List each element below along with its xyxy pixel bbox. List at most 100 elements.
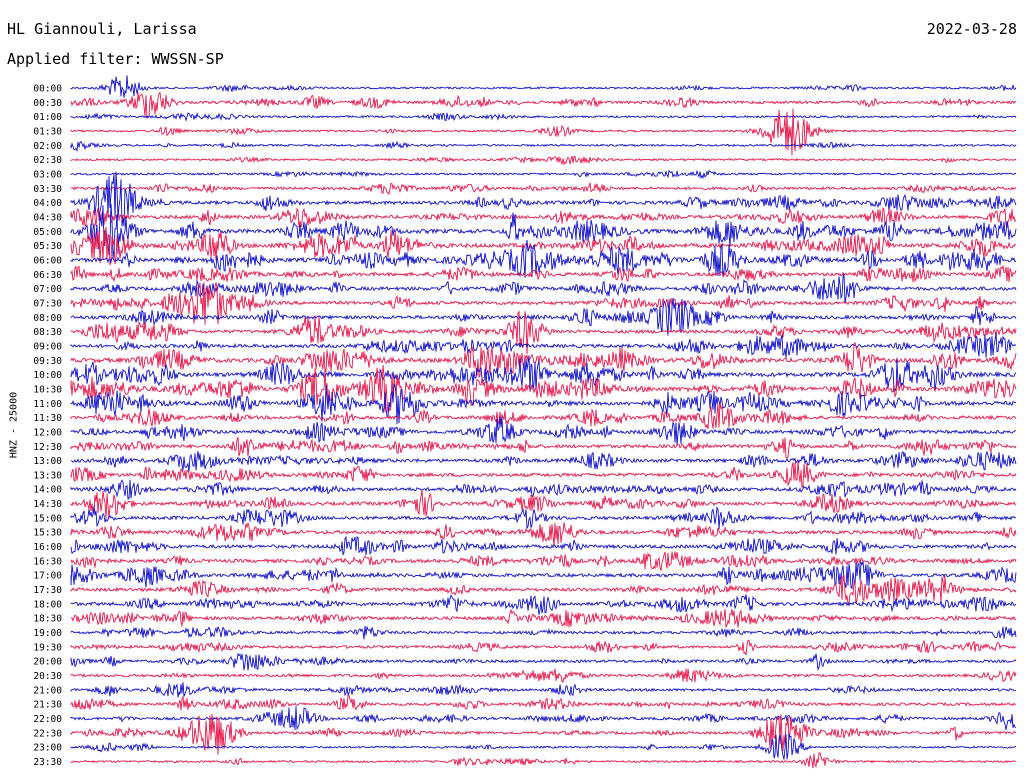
- tick-label: 18:00: [33, 599, 62, 610]
- trace-1730: [70, 574, 1017, 605]
- trace-0230: [70, 155, 1017, 166]
- tick-label: 21:30: [33, 700, 62, 711]
- tick-label: 16:00: [33, 542, 62, 553]
- tick-label: 06:00: [33, 255, 62, 266]
- tick-label: 14:00: [33, 485, 62, 496]
- trace-0930: [70, 341, 1017, 379]
- tick-label: 17:00: [33, 571, 62, 582]
- tick-label: 03:00: [33, 169, 62, 180]
- tick-label: 07:00: [33, 284, 62, 295]
- trace-1000: [70, 355, 1017, 393]
- trace-1530: [70, 521, 1017, 547]
- tick-label: 11:00: [33, 399, 62, 410]
- trace-2230: [70, 713, 1017, 755]
- tick-label: 10:30: [33, 384, 62, 395]
- trace-1430: [70, 490, 1017, 519]
- tick-label: 17:30: [33, 585, 62, 596]
- tick-label: 12:00: [33, 427, 62, 438]
- trace-0500: [70, 203, 1017, 259]
- trace-1200: [70, 416, 1017, 446]
- tick-label: 01:00: [33, 112, 62, 123]
- trace-0400: [70, 171, 1017, 227]
- trace-1330: [70, 460, 1017, 489]
- tick-label: 20:00: [33, 657, 62, 668]
- trace-0430: [70, 206, 1017, 228]
- tick-label: 02:30: [33, 155, 62, 166]
- tick-label: 11:30: [33, 413, 62, 424]
- date-label: 2022-03-28: [926, 20, 1017, 38]
- tick-label: 23:30: [33, 757, 62, 768]
- tick-label: 10:00: [33, 370, 62, 381]
- tick-label: 19:30: [33, 642, 62, 653]
- trace-1500: [70, 505, 1017, 530]
- tick-label: 09:30: [33, 356, 62, 367]
- trace-0730: [70, 282, 1017, 325]
- trace-0530: [70, 226, 1017, 266]
- trace-2330: [70, 752, 1017, 769]
- tick-label: 04:00: [33, 198, 62, 209]
- tick-label: 09:00: [33, 341, 62, 352]
- trace-1700: [70, 561, 1017, 590]
- trace-0600: [70, 240, 1017, 278]
- trace-0630: [70, 264, 1017, 283]
- trace-0000: [70, 75, 1017, 98]
- tick-label: 06:30: [33, 270, 62, 281]
- tick-label: 22:00: [33, 714, 62, 725]
- tick-label: 08:30: [33, 327, 62, 338]
- trace-1130: [70, 401, 1017, 429]
- tick-label: 18:30: [33, 614, 62, 625]
- tick-label: 23:00: [33, 743, 62, 754]
- tick-label: 03:30: [33, 184, 62, 195]
- tick-label: 05:30: [33, 241, 62, 252]
- trace-0030: [70, 91, 1017, 119]
- tick-label: 13:00: [33, 456, 62, 467]
- tick-label: 12:30: [33, 442, 62, 453]
- tick-label: 19:00: [33, 628, 62, 639]
- tick-label: 15:00: [33, 513, 62, 524]
- tick-label: 07:30: [33, 298, 62, 309]
- trace-1900: [70, 625, 1017, 640]
- trace-1230: [70, 436, 1017, 459]
- tick-label: 00:30: [33, 98, 62, 109]
- tick-label: 02:00: [33, 141, 62, 152]
- filter-label: Applied filter: WWSSN-SP: [7, 50, 224, 68]
- trace-0830: [70, 310, 1017, 355]
- tick-label: 05:00: [33, 227, 62, 238]
- trace-0300: [70, 169, 1017, 180]
- trace-2200: [70, 706, 1017, 731]
- trace-1300: [70, 450, 1017, 472]
- trace-1600: [70, 535, 1017, 556]
- tick-label: 13:30: [33, 470, 62, 481]
- trace-2000: [70, 652, 1017, 672]
- trace-group: [70, 75, 1017, 769]
- trace-1400: [70, 479, 1017, 500]
- trace-0100: [70, 112, 1017, 122]
- station-title: HL Giannouli, Larissa: [7, 20, 197, 38]
- tick-label-group: 00:00 00:30 01:00 01:30 02:00 02:30 03:00 03:30…: [33, 84, 62, 769]
- trace-1030: [70, 365, 1017, 414]
- tick-label: 00:00: [33, 84, 62, 95]
- trace-0130: [70, 108, 1017, 156]
- trace-1800: [70, 593, 1017, 615]
- trace-2030: [70, 668, 1017, 683]
- trace-1930: [70, 639, 1017, 656]
- trace-0330: [70, 182, 1017, 196]
- trace-2300: [70, 732, 1017, 760]
- trace-1100: [70, 383, 1017, 425]
- tick-label: 01:30: [33, 126, 62, 137]
- trace-0200: [70, 140, 1017, 153]
- tick-label: 14:30: [33, 499, 62, 510]
- trace-2130: [70, 694, 1017, 711]
- tick-label: 21:00: [33, 685, 62, 696]
- trace-0800: [70, 297, 1017, 336]
- trace-2100: [70, 682, 1017, 698]
- tick-label: 15:30: [33, 528, 62, 539]
- tick-label: 04:30: [33, 212, 62, 223]
- tick-label: 08:00: [33, 313, 62, 324]
- tick-label: 16:30: [33, 556, 62, 567]
- trace-0700: [70, 273, 1017, 304]
- tick-label: 22:30: [33, 728, 62, 739]
- trace-1630: [70, 551, 1017, 571]
- tick-label: 20:30: [33, 671, 62, 682]
